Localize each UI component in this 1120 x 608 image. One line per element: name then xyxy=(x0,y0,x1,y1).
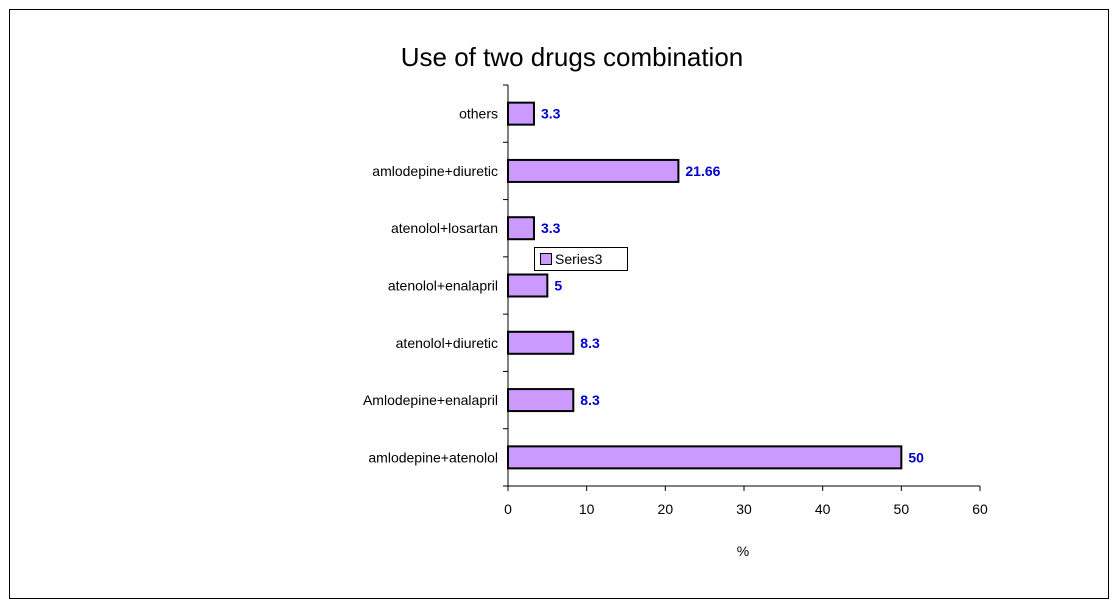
category-label: amlodepine+diuretic xyxy=(372,163,498,179)
bar xyxy=(507,330,575,355)
bar xyxy=(507,388,575,413)
legend: Series3 xyxy=(534,247,628,271)
data-label: 21.66 xyxy=(685,163,720,179)
bar xyxy=(507,445,903,470)
plot-area: 0 10 20 30 40 50 60 others 3.3 amlodepine+diureti… xyxy=(363,84,988,517)
x-tick-label: 60 xyxy=(972,501,988,517)
bar xyxy=(507,273,549,298)
data-label: 8.3 xyxy=(580,335,600,351)
category-label: others xyxy=(459,106,498,122)
category-label: atenolol+diuretic xyxy=(396,335,498,351)
bar xyxy=(507,101,535,126)
x-tick-label: 50 xyxy=(894,501,910,517)
bar xyxy=(507,216,535,241)
x-axis-label: % xyxy=(737,543,749,559)
category-label: atenolol+losartan xyxy=(391,220,498,236)
legend-label: Series3 xyxy=(555,251,603,267)
x-tick-label: 0 xyxy=(504,501,512,517)
chart-title: Use of two drugs combination xyxy=(401,42,744,72)
category-label: atenolol+enalapril xyxy=(388,278,498,294)
chart-frame: Use of two drugs combination 0 10 20 30 40 50… xyxy=(9,9,1109,599)
data-label: 3.3 xyxy=(541,106,561,122)
data-label: 50 xyxy=(908,449,924,465)
x-tick-label: 40 xyxy=(815,501,831,517)
bar-chart: Use of two drugs combination 0 10 20 30 40 50… xyxy=(363,42,988,559)
data-label: 5 xyxy=(554,278,562,294)
x-tick-label: 30 xyxy=(736,501,752,517)
data-label: 8.3 xyxy=(580,392,600,408)
legend-swatch xyxy=(540,253,552,265)
category-label: amlodepine+atenolol xyxy=(368,449,498,465)
data-label: 3.3 xyxy=(541,220,561,236)
category-label: Amlodepine+enalapril xyxy=(363,392,498,408)
bar xyxy=(507,158,680,183)
x-tick-label: 10 xyxy=(579,501,595,517)
x-tick-label: 20 xyxy=(658,501,674,517)
